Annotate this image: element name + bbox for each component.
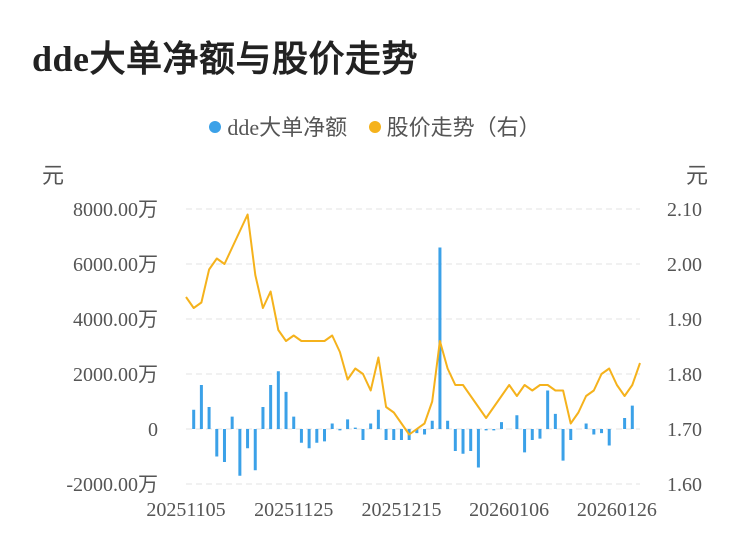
left-axis-unit: 元 bbox=[42, 163, 65, 188]
x-tick-label: 20251105 bbox=[146, 499, 225, 521]
bar bbox=[476, 429, 480, 468]
bar bbox=[230, 416, 234, 429]
bar bbox=[530, 429, 534, 440]
bar bbox=[276, 371, 280, 429]
legend-label-dde: dde大单净额 bbox=[227, 115, 348, 140]
bar bbox=[353, 427, 357, 429]
bar bbox=[584, 423, 588, 429]
bar bbox=[561, 429, 565, 461]
left-tick-label: 4000.00万 bbox=[73, 309, 158, 331]
price-line bbox=[185, 213, 641, 436]
bar bbox=[553, 413, 557, 429]
bar bbox=[307, 429, 311, 449]
chart-title: dde大单净额与股价走势 bbox=[32, 39, 419, 79]
x-tick-label: 20251125 bbox=[254, 499, 333, 521]
x-tick-label: 20251215 bbox=[361, 499, 441, 521]
bar bbox=[207, 407, 211, 429]
right-axis-unit: 元 bbox=[685, 163, 708, 188]
bar bbox=[399, 429, 403, 440]
legend-label-price: 股价走势（右） bbox=[386, 115, 541, 140]
left-tick-label: 8000.00万 bbox=[73, 199, 158, 221]
bar bbox=[569, 429, 573, 440]
x-tick-label: 20260126 bbox=[577, 499, 657, 521]
legend-item-price[interactable]: 股价走势（右） bbox=[368, 110, 541, 142]
bar bbox=[600, 429, 604, 434]
bar bbox=[299, 429, 303, 443]
left-tick-label: 6000.00万 bbox=[73, 254, 158, 276]
left-axis-ticks: -2000.00万 0 2000.00万 4000.00万 6000.00万 8000.0… bbox=[66, 199, 158, 496]
bar bbox=[423, 429, 427, 435]
bar bbox=[199, 385, 203, 429]
bar bbox=[461, 429, 465, 454]
bar bbox=[315, 429, 319, 443]
right-tick-label: 1.80 bbox=[667, 364, 702, 386]
bar bbox=[630, 405, 634, 429]
bar bbox=[222, 429, 226, 462]
bar bbox=[284, 391, 288, 429]
legend: dde大单净额 股价走势（右） bbox=[0, 110, 750, 142]
legend-marker-price bbox=[368, 121, 381, 133]
bar bbox=[346, 419, 350, 429]
bar bbox=[246, 429, 250, 449]
bar bbox=[261, 407, 265, 429]
right-tick-label: 1.70 bbox=[667, 419, 702, 441]
right-tick-label: 2.10 bbox=[667, 199, 702, 221]
left-tick-label: 0 bbox=[148, 419, 158, 441]
bar bbox=[523, 429, 527, 453]
bar bbox=[392, 429, 396, 440]
bar bbox=[546, 390, 550, 429]
right-axis-ticks: 1.60 1.70 1.80 1.90 2.00 2.10 bbox=[667, 199, 702, 496]
bar bbox=[592, 429, 596, 435]
bar bbox=[469, 429, 473, 451]
bar bbox=[623, 418, 627, 429]
bar bbox=[446, 420, 450, 429]
right-tick-label: 1.90 bbox=[667, 309, 702, 331]
bar bbox=[253, 429, 257, 471]
bar bbox=[292, 416, 296, 429]
bar bbox=[430, 420, 434, 429]
bar bbox=[484, 429, 488, 431]
bar bbox=[215, 429, 219, 457]
bar bbox=[376, 409, 380, 429]
bar bbox=[269, 385, 273, 429]
bar bbox=[323, 429, 327, 442]
bar bbox=[238, 429, 242, 476]
bar bbox=[492, 429, 496, 431]
bar bbox=[499, 422, 503, 429]
legend-item-dde[interactable]: dde大单净额 bbox=[209, 110, 347, 142]
bar bbox=[538, 429, 542, 439]
bar bbox=[384, 429, 388, 440]
bar bbox=[338, 429, 342, 431]
x-tick-label: 20260106 bbox=[469, 499, 549, 521]
bar bbox=[607, 429, 611, 446]
right-tick-label: 1.60 bbox=[667, 474, 702, 496]
bar bbox=[361, 429, 365, 440]
bar bbox=[515, 415, 519, 429]
left-tick-label: 2000.00万 bbox=[73, 364, 158, 386]
legend-marker-dde bbox=[209, 121, 222, 133]
bar bbox=[453, 429, 457, 451]
bar bbox=[192, 409, 196, 429]
bar bbox=[369, 423, 373, 429]
bar bbox=[438, 247, 442, 429]
right-tick-label: 2.00 bbox=[667, 254, 702, 276]
bar bbox=[415, 429, 419, 434]
x-axis-ticks: 20251105 20251125 20251215 20260106 20260126 bbox=[146, 499, 657, 521]
bar-series bbox=[192, 247, 634, 476]
bar bbox=[330, 423, 334, 429]
line-series bbox=[185, 213, 641, 436]
left-tick-label: -2000.00万 bbox=[66, 474, 158, 496]
